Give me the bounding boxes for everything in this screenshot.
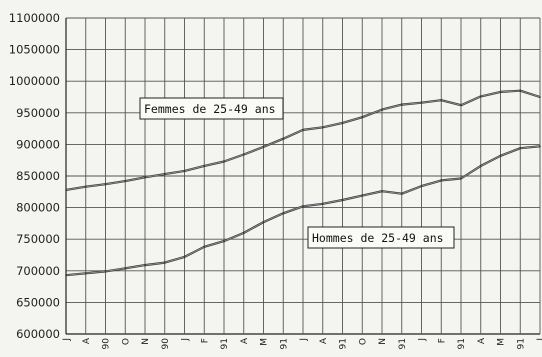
x-tick-label: 91: [339, 338, 349, 349]
data-point: [539, 96, 541, 98]
data-point: [440, 99, 443, 101]
data-point: [499, 154, 502, 157]
data-point: [361, 194, 364, 197]
data-point: [321, 203, 324, 205]
data-point: [341, 122, 344, 124]
data-point: [302, 205, 304, 208]
data-point: [341, 199, 344, 201]
y-tick-label: 1100000: [9, 11, 60, 25]
x-tick-label: A: [477, 337, 487, 344]
y-tick-label: 750000: [16, 232, 60, 246]
x-tick-label: J: [299, 338, 309, 342]
data-point: [163, 261, 166, 264]
y-tick-label: 950000: [16, 106, 60, 120]
y-tick-label: 900000: [16, 137, 60, 151]
y-tick-label: 700000: [16, 264, 60, 278]
data-point: [104, 270, 107, 273]
data-point: [84, 185, 87, 188]
data-point: [65, 189, 67, 191]
data-point: [400, 192, 403, 195]
data-point: [183, 170, 186, 172]
y-tick-label: 1000000: [9, 74, 60, 88]
data-point: [262, 221, 265, 223]
series-label-femmes: Femmes de 25-49 ans: [139, 97, 284, 120]
x-axis-ticks: J A 90 O N 90 J F 91 A M 91 J A 91 O N 91 J F 91 A M 91 J: [62, 337, 542, 349]
data-point: [302, 129, 304, 131]
x-tick-label: A: [319, 337, 329, 344]
x-tick-label: M: [497, 338, 507, 346]
series-lines: [65, 89, 541, 277]
y-tick-label: 650000: [16, 295, 60, 309]
x-tick-label: 91: [398, 338, 408, 349]
data-point: [321, 126, 324, 129]
data-point: [65, 274, 67, 277]
data-point: [84, 272, 87, 275]
y-tick-label: 800000: [16, 201, 60, 215]
legend-label-femmes: Femmes de 25-49 ans: [144, 102, 276, 116]
data-point: [262, 146, 265, 148]
data-point: [361, 116, 364, 119]
x-tick-label: 91: [516, 338, 526, 349]
y-tick-label: 1050000: [9, 43, 60, 57]
data-point: [104, 183, 107, 186]
y-axis-ticks: 600000 650000 700000 750000 800000 850000 9000…: [9, 11, 60, 341]
x-tick-label: J: [62, 338, 72, 342]
y-tick-label: 850000: [16, 169, 60, 183]
x-tick-label: 90: [161, 338, 171, 350]
x-tick-label: O: [121, 338, 131, 345]
data-point: [519, 89, 522, 92]
series-label-hommes: Hommes de 25-49 ans: [307, 226, 455, 249]
data-point: [203, 245, 206, 248]
data-point: [420, 101, 423, 104]
legend-label-hommes: Hommes de 25-49 ans: [312, 231, 444, 245]
data-point: [203, 165, 206, 167]
data-point: [460, 104, 462, 107]
x-tick-label: N: [378, 338, 388, 345]
data-point: [499, 91, 502, 93]
data-point: [381, 190, 383, 192]
x-tick-label: 90: [102, 338, 112, 350]
data-point: [124, 267, 127, 270]
data-point: [223, 240, 225, 242]
data-point: [400, 103, 403, 106]
x-tick-label: N: [141, 338, 151, 345]
data-point: [223, 160, 225, 163]
data-point: [144, 264, 146, 266]
data-point: [460, 177, 462, 180]
data-point: [479, 165, 482, 167]
data-point: [479, 95, 482, 98]
x-tick-label: J: [418, 338, 428, 342]
data-point: [242, 232, 245, 234]
x-tick-label: J: [536, 338, 542, 342]
x-tick-label: A: [240, 337, 250, 344]
data-point: [381, 108, 383, 111]
x-tick-label: J: [181, 338, 191, 342]
data-point: [282, 137, 285, 140]
data-point: [163, 173, 166, 175]
gridlines: [65, 17, 541, 335]
x-tick-label: A: [82, 337, 92, 344]
data-point: [242, 153, 245, 156]
x-tick-label: M: [260, 338, 270, 346]
y-tick-label: 600000: [16, 327, 60, 341]
data-point: [440, 179, 443, 182]
data-point: [420, 185, 423, 187]
x-tick-label: 91: [220, 338, 230, 349]
x-tick-label: F: [437, 338, 447, 343]
data-point: [124, 180, 127, 182]
x-tick-label: F: [200, 338, 210, 343]
x-tick-label: 91: [279, 338, 289, 349]
data-point: [144, 176, 146, 179]
x-tick-label: O: [358, 338, 368, 345]
data-point: [183, 256, 186, 258]
data-point: [282, 212, 285, 215]
x-tick-label: 91: [457, 338, 467, 349]
data-point: [519, 147, 522, 149]
data-point: [539, 145, 541, 148]
